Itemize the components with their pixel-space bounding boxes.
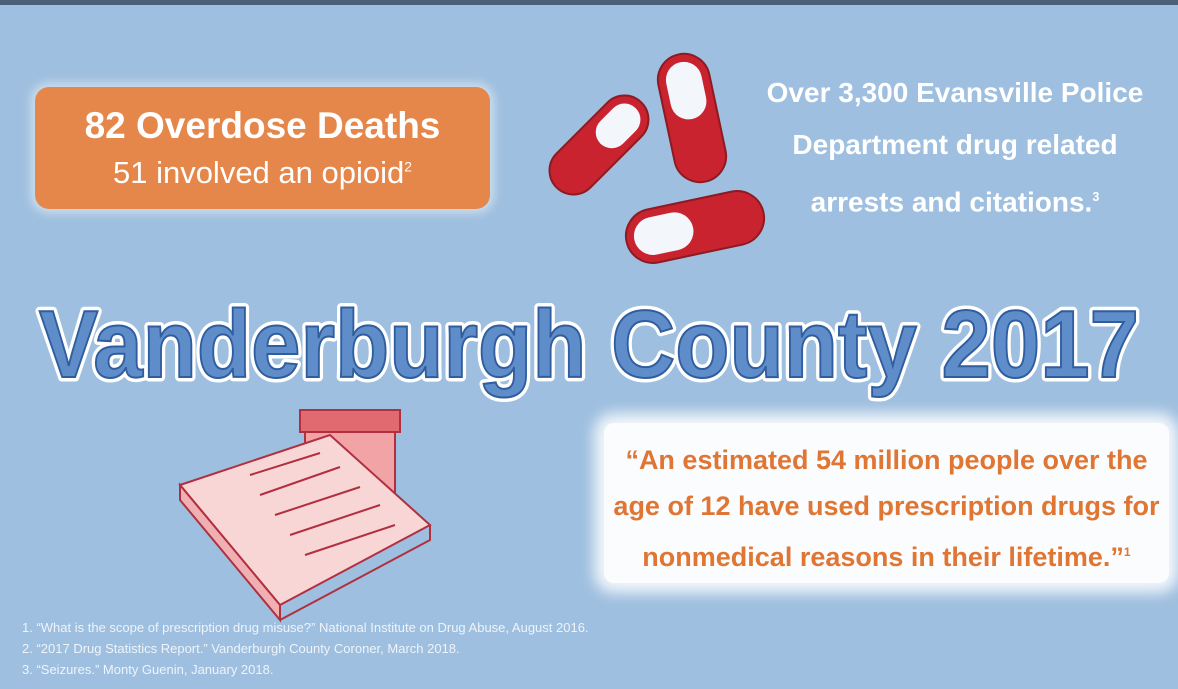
ref: 3: [1092, 190, 1099, 204]
footnote: 2. “2017 Drug Statistics Report.” Vander…: [22, 638, 589, 659]
title: Vanderburgh County 2017: [39, 291, 1139, 398]
arrests-text: Over 3,300 Evansville Police Department …: [755, 67, 1155, 228]
footnotes: 1. “What is the scope of prescription dr…: [22, 617, 589, 680]
infographic: Vanderburgh County 2017 Vanderburgh Coun…: [0, 0, 1178, 689]
stat-detail-line: 51 involved an opioid2: [35, 155, 490, 191]
ref: 1: [1124, 545, 1131, 559]
footnote: 1. “What is the scope of prescription dr…: [22, 617, 589, 638]
quote: “An estimated 54 million people over the…: [613, 445, 1159, 572]
stat-box: 82 Overdose Deaths 51 involved an opioid…: [35, 87, 490, 209]
footnote: 3. “Seizures.” Monty Guenin, January 201…: [22, 659, 589, 680]
prescription-art: [180, 410, 430, 620]
stat-headline: 82 Overdose Deaths: [35, 105, 490, 147]
stat-detail: 51 involved an opioid: [113, 155, 404, 190]
quote-box: “An estimated 54 million people over the…: [604, 423, 1169, 583]
ref: 2: [404, 159, 412, 175]
arrests: Over 3,300 Evansville Police Department …: [767, 77, 1144, 217]
